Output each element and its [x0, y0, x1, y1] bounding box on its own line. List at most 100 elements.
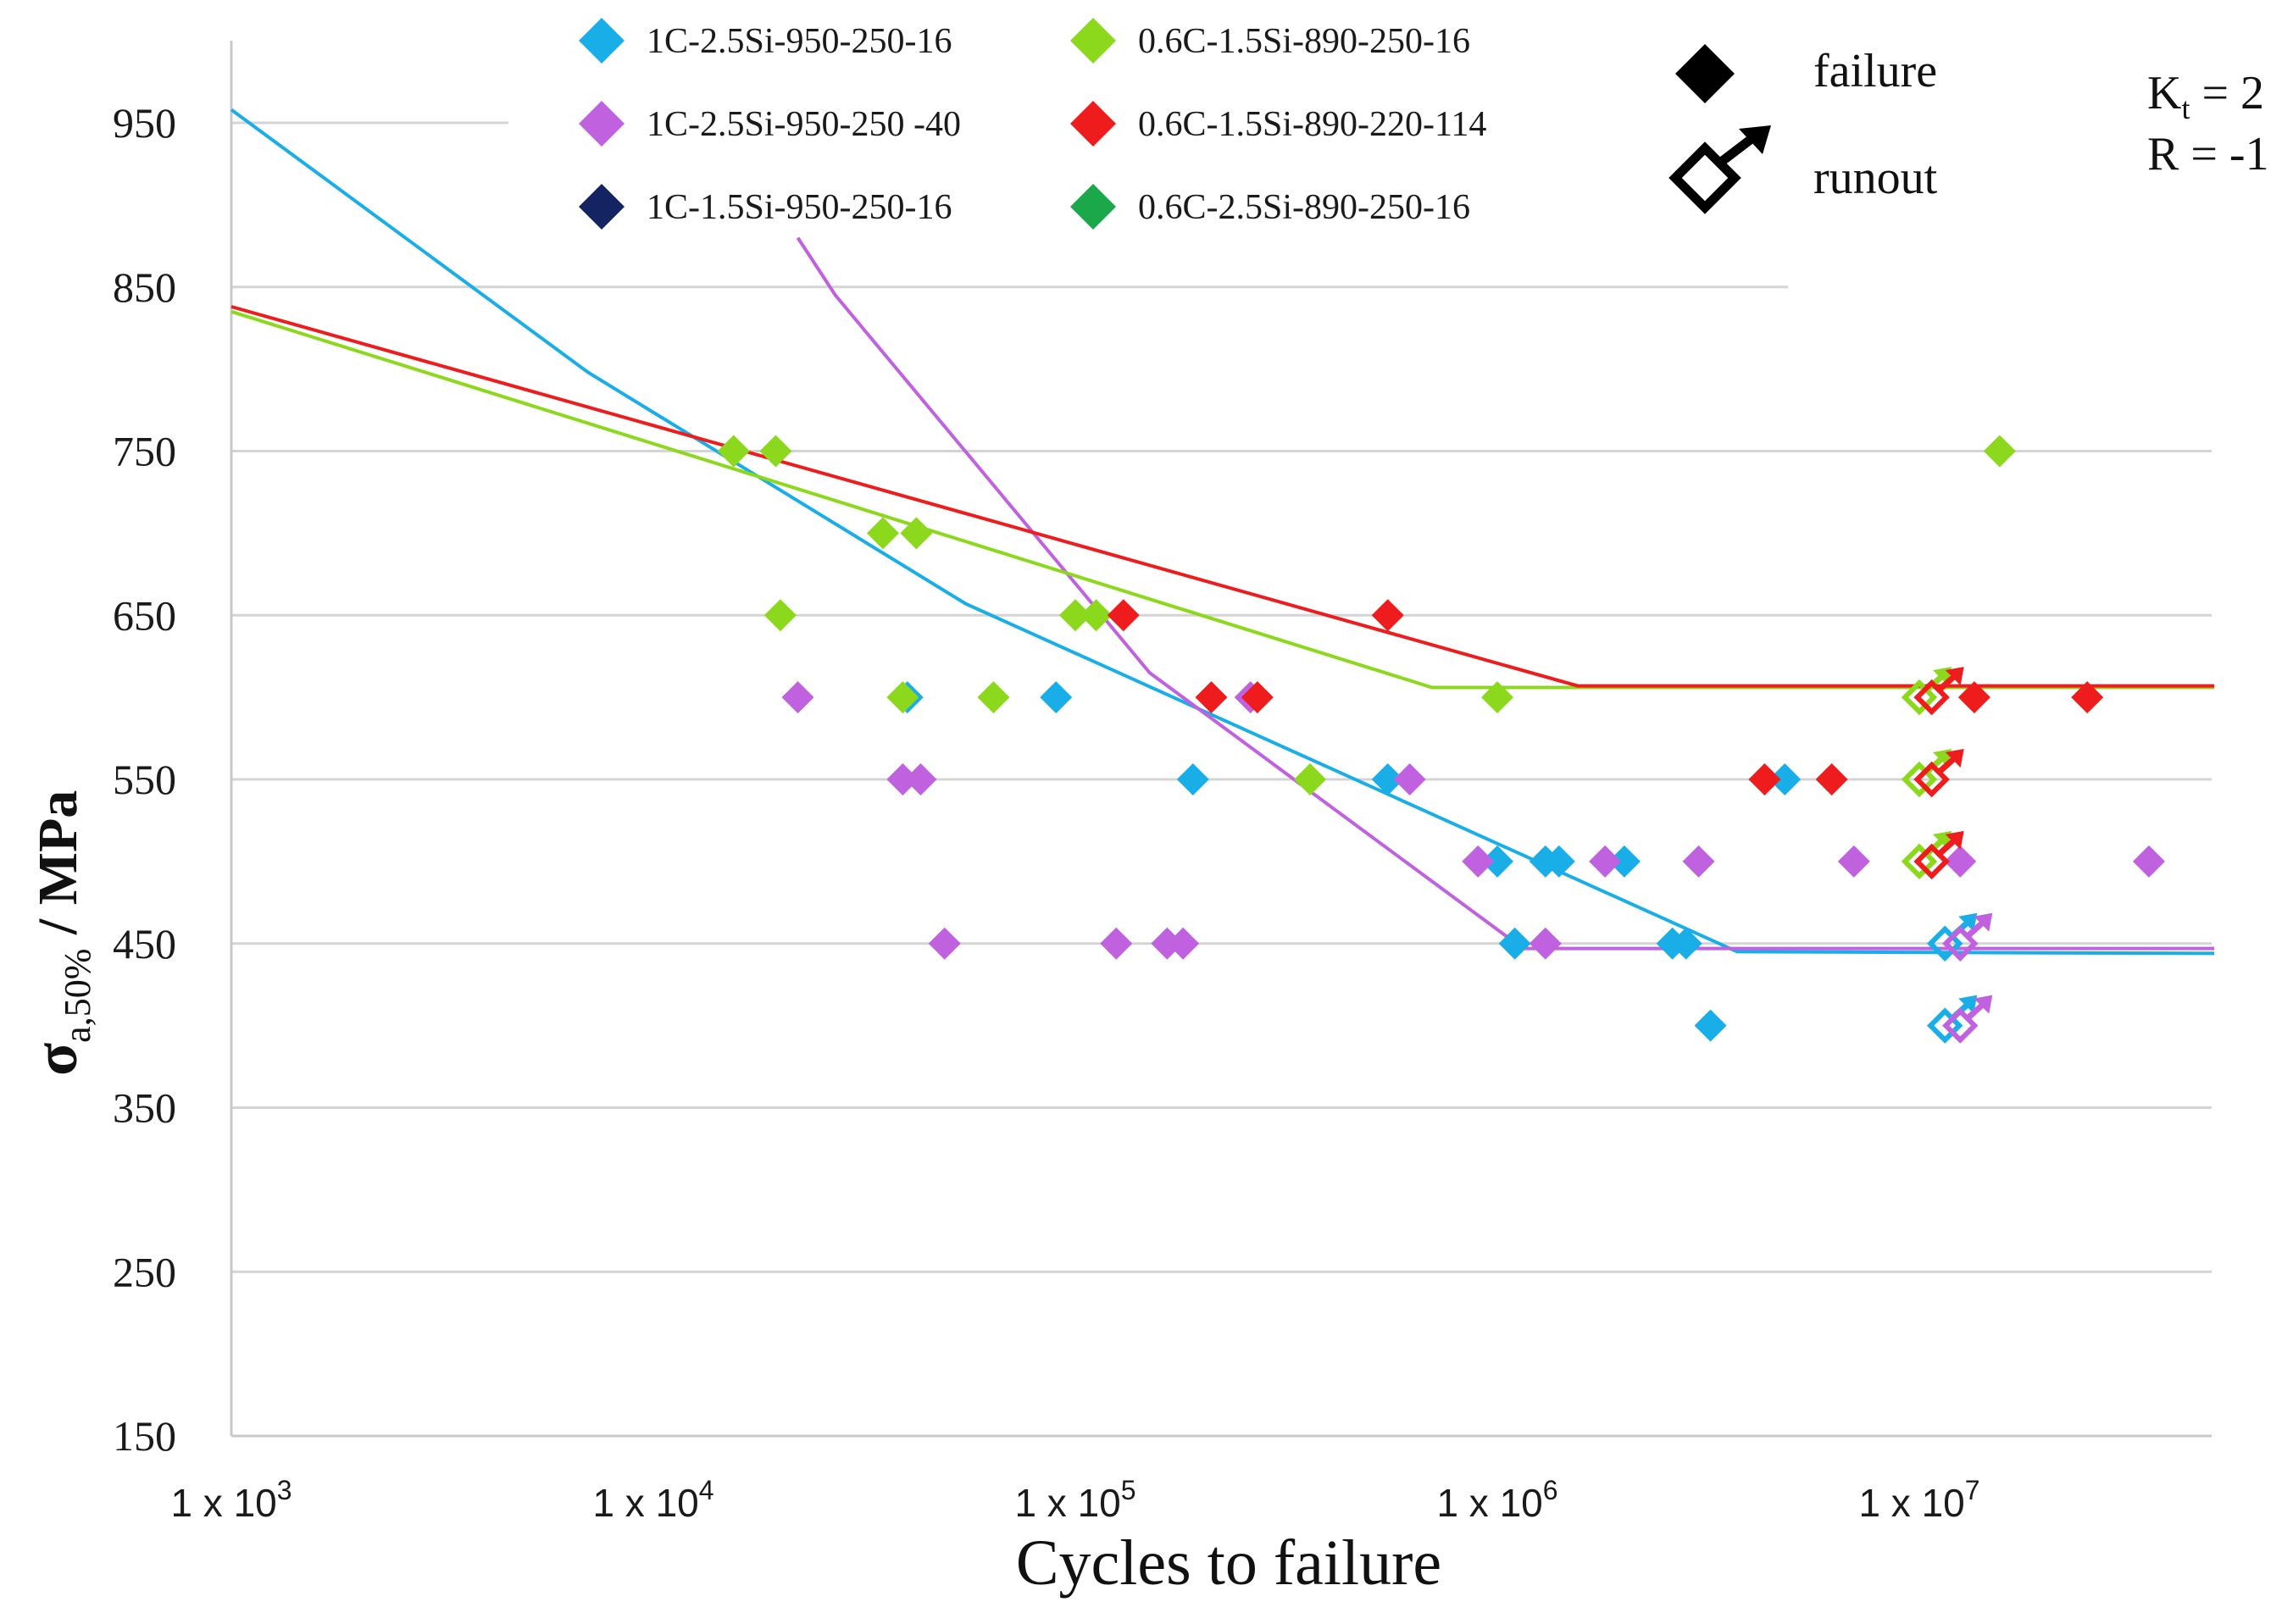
failure-point: [1107, 599, 1140, 632]
failure-point: [1040, 681, 1073, 714]
y-tick-label: 250: [113, 1248, 176, 1295]
failure-point: [1694, 1009, 1727, 1042]
failure-point: [866, 517, 899, 550]
runout-point: [1926, 925, 1963, 962]
failure-point: [1529, 927, 1562, 960]
y-tick-label: 750: [113, 428, 176, 475]
y-axis-title: σa,50% / MPa: [22, 790, 98, 1076]
x-tick-base: 1 x 10: [1858, 1481, 1964, 1525]
trend-lines: [230, 108, 2215, 956]
runout-arrow-head: [1958, 912, 1978, 932]
failure-key-label: failure: [1813, 45, 1937, 97]
runout-arrow-head: [1945, 749, 1964, 768]
failure-point: [900, 517, 933, 550]
runout-arrow-head: [1945, 830, 1964, 850]
test-conditions: Kt = 2 R = -1: [2147, 67, 2269, 180]
failure-point: [1241, 681, 1274, 714]
legend-label: 1C-2.5Si-950-250 -40: [647, 105, 961, 144]
legend-label: 0.6C-1.5Si-890-250-16: [1138, 22, 1470, 61]
y-tick-label: 150: [113, 1412, 176, 1460]
legend-label: 1C-2.5Si-950-250-16: [647, 22, 952, 61]
runout-point: [1913, 843, 1950, 880]
failure-point: [759, 435, 792, 468]
failure-point: [1944, 845, 1977, 878]
marker-key: failure runout: [1668, 44, 1938, 214]
x-tick-label: 1 x 103: [170, 1475, 291, 1525]
runout-arrow: [1936, 673, 1957, 693]
failure-point: [1393, 763, 1426, 795]
failure-point: [1176, 763, 1209, 795]
failure-point: [1481, 681, 1513, 714]
runout-point: [1913, 761, 1950, 798]
runout-arrow: [1936, 837, 1957, 857]
runout-arrow-head: [1974, 912, 1993, 932]
gridlines: [231, 121, 2212, 1438]
legend-marker: [579, 18, 625, 64]
runout-point: [1901, 843, 1938, 880]
trend-line: [230, 108, 2215, 956]
y-tick-label: 550: [113, 756, 176, 803]
legend-marker: [1070, 184, 1116, 230]
x-tick-label: 1 x 104: [592, 1475, 713, 1525]
failure-point: [2132, 845, 2165, 878]
y-axis-title-unit: / MPa: [27, 790, 89, 949]
failure-point: [1837, 845, 1870, 878]
y-tick-label: 850: [113, 263, 176, 311]
runout-arrow-head: [1945, 667, 1964, 686]
failure-point: [904, 763, 937, 795]
failure-point: [781, 681, 814, 714]
y-tick-label: 350: [113, 1084, 176, 1132]
x-tick-exponent: 4: [699, 1475, 714, 1505]
failure-point: [1815, 763, 1848, 795]
y-axis-title-symbol: σ: [22, 1043, 90, 1076]
x-tick-label: 1 x 107: [1858, 1475, 1979, 1525]
failure-point: [1589, 845, 1622, 878]
failure-point: [977, 681, 1010, 714]
legend: 1C-2.5Si-950-250-16 1C-2.5Si-950-250 -40 1…: [579, 18, 1486, 230]
failure-point: [1100, 927, 1133, 960]
failure-point: [1748, 763, 1781, 795]
x-tick-exponent: 5: [1121, 1475, 1136, 1505]
legend-marker: [1070, 101, 1116, 147]
x-tick-base: 1 x 10: [1436, 1481, 1542, 1525]
runout-point: [1901, 679, 1938, 716]
x-tick-label: 1 x 105: [1014, 1475, 1135, 1525]
failure-key-marker: [1675, 44, 1735, 103]
y-axis-title-subscript: a,50%: [57, 949, 98, 1043]
failure-point: [1542, 845, 1575, 878]
runout-point: [1901, 761, 1938, 798]
failure-point: [717, 435, 750, 468]
kt-symbol: K: [2147, 67, 2181, 119]
runout-arrow: [1964, 1001, 1986, 1022]
failure-point: [1195, 681, 1228, 714]
runout-arrow-head: [1958, 995, 1978, 1014]
failure-point: [763, 599, 797, 632]
failure-point: [928, 927, 961, 960]
x-tick-exponent: 6: [1543, 1475, 1558, 1505]
x-tick-labels: 1 x 103 1 x 104 1 x 105 1 x 106 1 x 107: [170, 1475, 1979, 1525]
legend-label: 0.6C-2.5Si-890-250-16: [1138, 188, 1470, 227]
legend-label: 0.6C-1.5Si-890-220-114: [1138, 105, 1486, 144]
r-ratio-label: R = -1: [2147, 128, 2269, 180]
x-tick-base: 1 x 10: [170, 1481, 276, 1525]
failure-point: [1371, 599, 1404, 632]
runout-arrow: [1936, 755, 1957, 775]
runout-key-arrow-head: [1739, 125, 1771, 154]
failure-point: [1462, 845, 1495, 878]
x-tick-base: 1 x 10: [1014, 1481, 1120, 1525]
x-tick-exponent: 7: [1965, 1475, 1980, 1505]
failure-point: [1080, 599, 1113, 632]
failure-point: [1607, 845, 1641, 878]
data-points: [717, 435, 2165, 1044]
failure-point: [1498, 927, 1531, 960]
failure-point: [1957, 681, 1990, 714]
trend-line: [796, 236, 2215, 951]
runout-arrow: [1964, 919, 1986, 939]
runout-key-marker: [1668, 141, 1741, 214]
trend-line: [230, 309, 2215, 690]
x-axis-title: Cycles to failure: [1016, 1527, 1441, 1599]
y-tick-label: 950: [113, 99, 176, 147]
kt-label: Kt = 2: [2147, 67, 2264, 125]
runout-point: [1942, 1007, 1979, 1044]
